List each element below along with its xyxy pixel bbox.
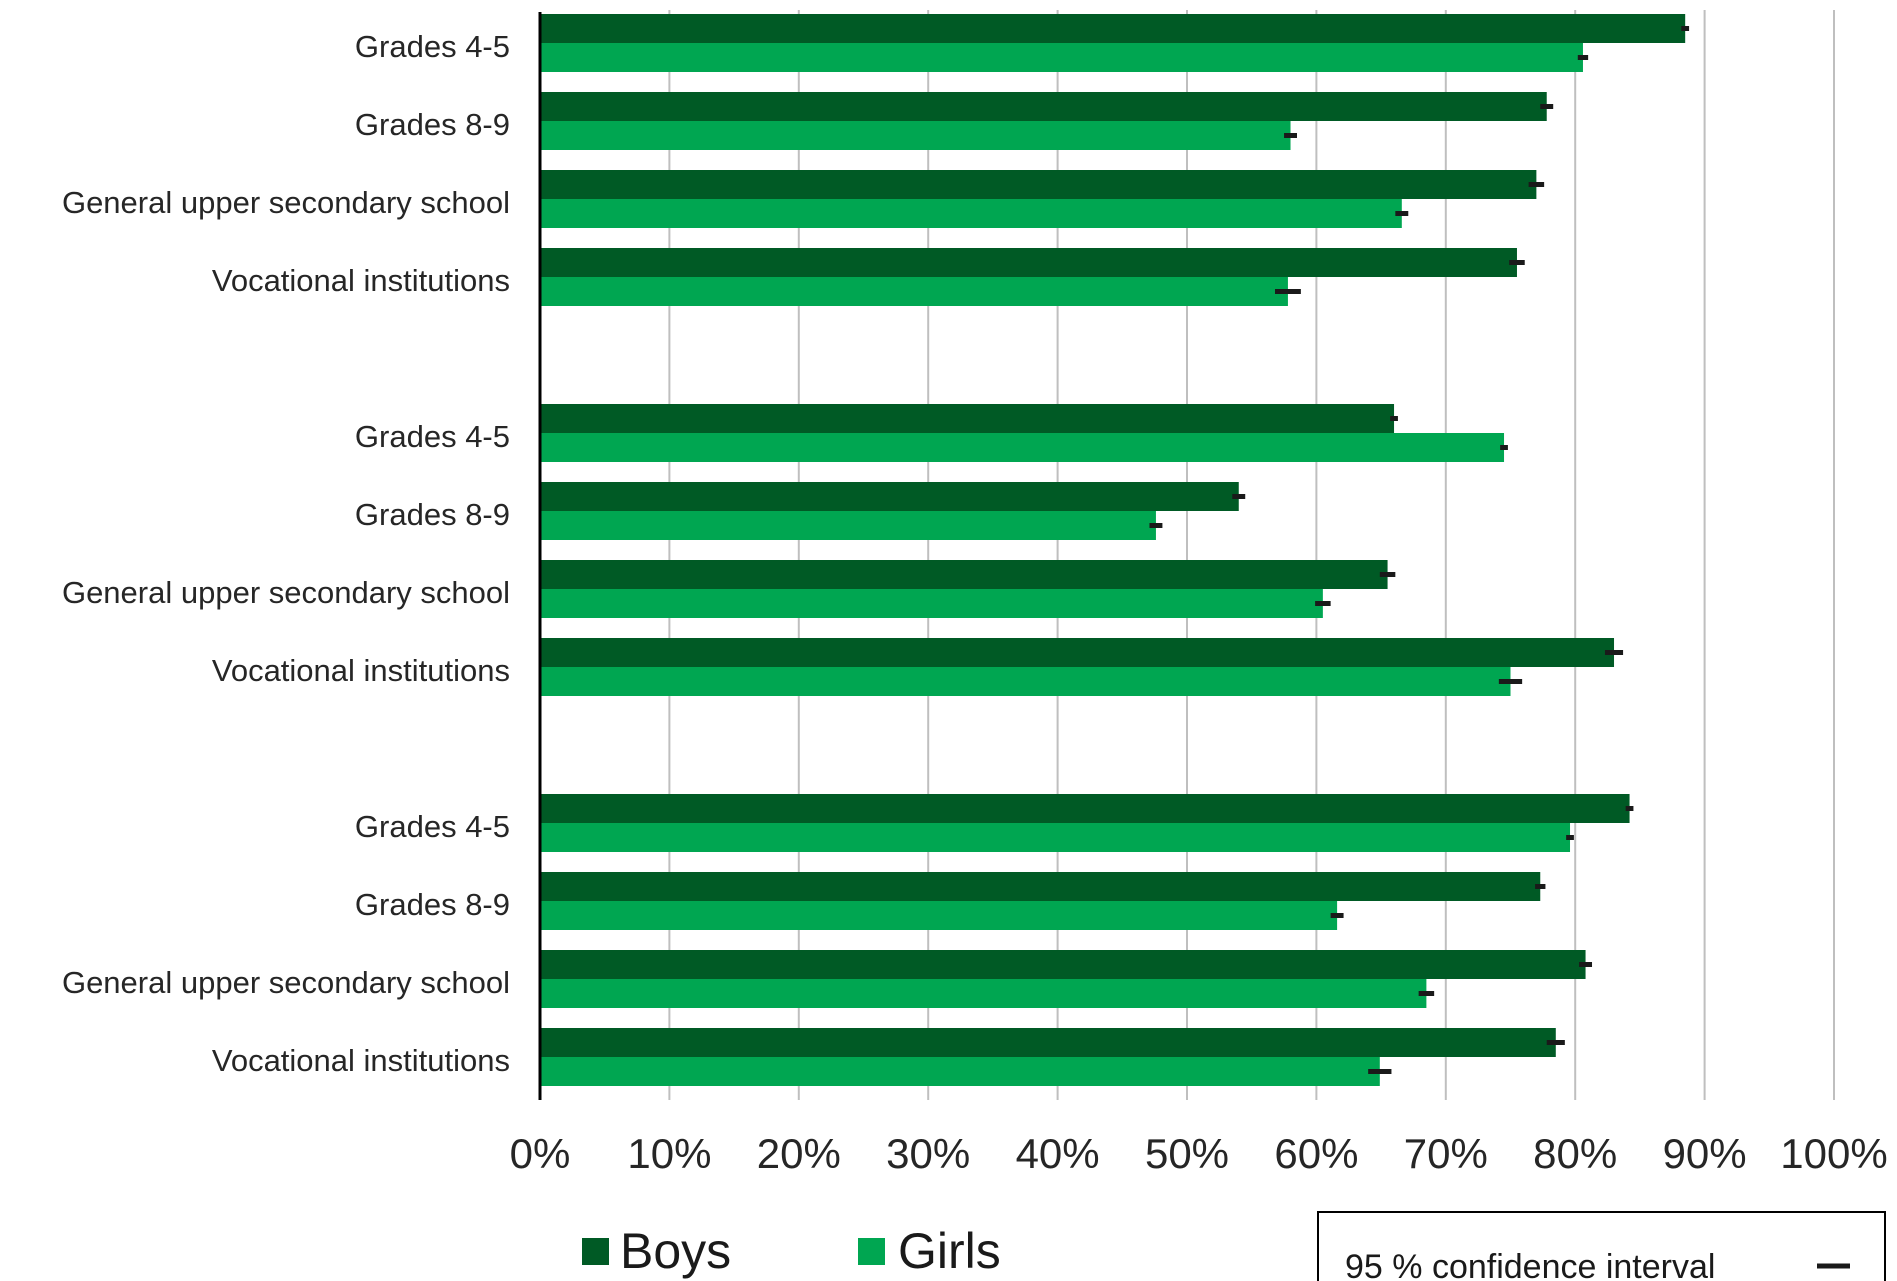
- legend-swatch-girls: [858, 1238, 885, 1265]
- x-tick-label: 50%: [1145, 1130, 1229, 1177]
- bar-girls: [540, 277, 1288, 306]
- category-label: General upper secondary school: [62, 575, 510, 610]
- bar-girls: [540, 667, 1511, 696]
- x-tick-label: 90%: [1663, 1130, 1747, 1177]
- x-tick-label: 70%: [1404, 1130, 1488, 1177]
- bar-boys: [540, 872, 1541, 901]
- category-label: Grades 8-9: [355, 887, 510, 922]
- x-tick-label: 100%: [1780, 1130, 1887, 1177]
- category-label: General upper secondary school: [62, 965, 510, 1000]
- x-tick-label: 40%: [1016, 1130, 1100, 1177]
- bar-boys: [540, 404, 1395, 433]
- x-tick-label: 60%: [1274, 1130, 1358, 1177]
- legend: Boys Girls: [582, 1223, 1001, 1279]
- bar-girls: [540, 901, 1338, 930]
- bar-boys: [540, 170, 1537, 199]
- bar-girls: [540, 589, 1323, 618]
- bar-girls: [540, 823, 1571, 852]
- x-tick-label: 30%: [886, 1130, 970, 1177]
- bars: [540, 14, 1686, 1086]
- category-label: Grades 4-5: [355, 419, 510, 454]
- x-tick-label: 0%: [510, 1130, 571, 1177]
- legend-label-boys: Boys: [620, 1223, 731, 1279]
- bar-girls: [540, 199, 1402, 228]
- category-label: Grades 8-9: [355, 107, 510, 142]
- x-tick-label: 10%: [627, 1130, 711, 1177]
- bar-boys: [540, 950, 1586, 979]
- bar-girls: [540, 43, 1583, 72]
- bar-boys: [540, 248, 1517, 277]
- category-label: Grades 4-5: [355, 809, 510, 844]
- bar-boys: [540, 794, 1630, 823]
- bar-boys: [540, 482, 1239, 511]
- bar-girls: [540, 121, 1291, 150]
- ci-legend: 95 % confidence interval: [1317, 1211, 1886, 1281]
- legend-label-girls: Girls: [898, 1223, 1001, 1279]
- error-bars: [1149, 26, 1690, 1074]
- ci-legend-label: 95 % confidence interval: [1345, 1248, 1715, 1281]
- x-tick-label: 80%: [1533, 1130, 1617, 1177]
- bar-girls: [540, 433, 1505, 462]
- bar-girls: [540, 1057, 1380, 1086]
- category-label: Vocational institutions: [212, 653, 510, 688]
- bar-girls: [540, 979, 1427, 1008]
- category-label: General upper secondary school: [62, 185, 510, 220]
- ci-legend-box: [1317, 1211, 1886, 1281]
- bar-boys: [540, 1028, 1556, 1057]
- bar-boys: [540, 638, 1615, 667]
- x-tick-label: 20%: [757, 1130, 841, 1177]
- category-label: Vocational institutions: [212, 1043, 510, 1078]
- category-label: Grades 8-9: [355, 497, 510, 532]
- x-tick-labels: 0% 10% 20% 30% 40% 50% 60% 70% 80% 90% 100%: [510, 1130, 1888, 1177]
- bar-boys: [540, 92, 1547, 121]
- category-label: Vocational institutions: [212, 263, 510, 298]
- category-label: Grades 4-5: [355, 29, 510, 64]
- bar-boys: [540, 14, 1686, 43]
- bar-girls: [540, 511, 1156, 540]
- legend-swatch-boys: [582, 1238, 609, 1265]
- bar-boys: [540, 560, 1388, 589]
- category-labels: Grades 4-5 Grades 8-9 General upper second…: [62, 29, 510, 1078]
